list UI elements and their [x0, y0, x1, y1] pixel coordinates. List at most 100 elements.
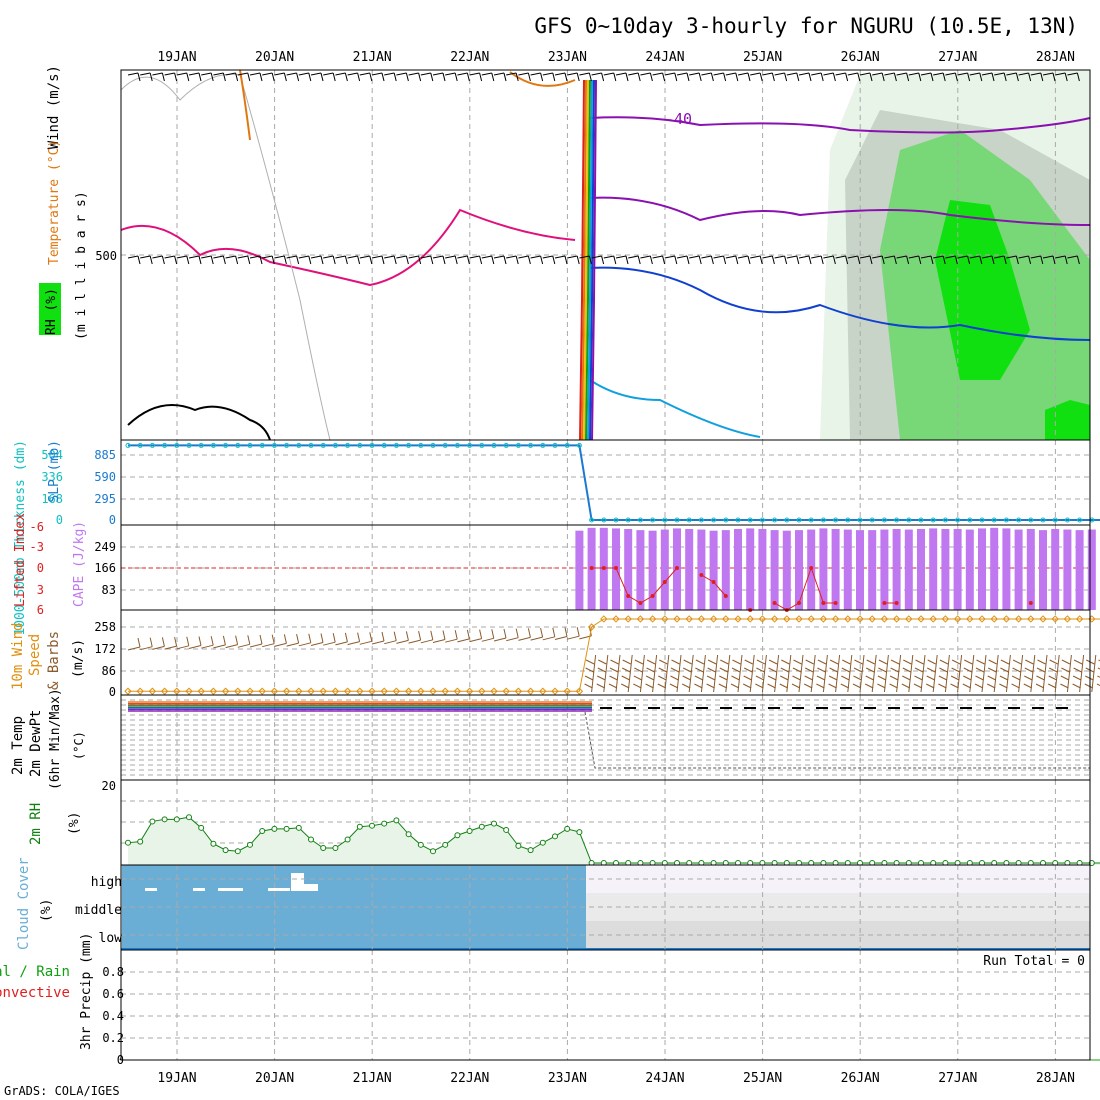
rh2m-area: [128, 817, 1100, 865]
wind-barb-flag: [720, 659, 729, 665]
wind-barb-flag: [694, 675, 704, 681]
wind-barb-flag: [1025, 659, 1034, 665]
rh2m-point: [259, 828, 266, 834]
wind-barb-flag: [1035, 683, 1045, 689]
upper-barb-flag: [991, 255, 995, 265]
day-label-top: 21JAN: [353, 50, 392, 65]
upper-barb-flag: [344, 255, 348, 265]
cape-bar: [831, 528, 840, 610]
upper-barb: [347, 72, 358, 76]
ylabel-cloud-unit: (%): [39, 899, 54, 922]
wind-barb: [408, 639, 421, 644]
upper-barb: [554, 255, 566, 259]
upper-barb: [323, 255, 334, 259]
wind-barb: [127, 646, 141, 651]
wind-barb: [481, 637, 494, 642]
wind-speed-point: [917, 615, 925, 623]
upper-barb-flag: [906, 255, 910, 265]
upper-barb: [579, 72, 590, 76]
wind-barb: [493, 637, 507, 642]
tick-label: 83: [102, 583, 116, 597]
cape-bar: [746, 528, 755, 610]
upper-barb: [859, 255, 871, 259]
upper-barb-flag: [247, 255, 251, 265]
rh2m-point: [137, 838, 144, 845]
temp-series: [128, 701, 1090, 769]
wind-barb: [737, 654, 743, 693]
upper-barb: [981, 255, 993, 259]
wind-barb-flag: [621, 675, 630, 681]
slp-point: [564, 442, 570, 448]
slp-point: [576, 442, 582, 448]
wind-barb-flag: [1000, 659, 1010, 665]
upper-barb: [237, 255, 248, 259]
upper-barb-flag: [881, 72, 885, 82]
upper-barb-flag: [967, 255, 971, 265]
slp-point: [491, 442, 497, 448]
upper-barb-flag: [771, 255, 775, 265]
rh2m-point: [161, 816, 168, 823]
ylabel-slp: SLP (mb): [47, 440, 62, 503]
temp-band: [128, 701, 592, 704]
upper-barb: [591, 72, 602, 76]
wind-barb-flag: [743, 675, 752, 681]
upper-barb: [1018, 255, 1029, 259]
rh2m-point: [503, 826, 510, 833]
upper-barb: [347, 255, 358, 259]
slp-point: [369, 442, 375, 448]
wind-barb-flag: [670, 675, 679, 681]
slp-point: [723, 517, 729, 523]
upper-barb: [225, 255, 236, 259]
tick-label: 0: [37, 561, 44, 575]
cape-bar: [953, 528, 962, 610]
upper-barb: [457, 255, 468, 259]
upper-barb-flag: [418, 72, 422, 82]
cloud-gap: [145, 888, 157, 891]
wind-barb-flag: [854, 659, 863, 665]
upper-barb: [737, 255, 749, 259]
slp-point: [857, 517, 863, 523]
upper-barb-flag: [637, 255, 641, 265]
wind-barb-flag: [974, 683, 984, 689]
wind-barb-flag: [840, 683, 850, 689]
upper-barb-flag: [137, 255, 141, 265]
upper-barb: [713, 255, 724, 259]
rh-area-bright: [935, 200, 1030, 380]
upper-air-panel: 500 -40 Wind (m/s) Temperature (°C) (m i…: [39, 65, 1091, 441]
wind-barbs: [127, 626, 1100, 693]
wind-speed-point: [770, 615, 779, 623]
wind-barb-flag: [927, 659, 936, 665]
upper-barb: [774, 72, 785, 76]
rh-legend-swatch: [39, 283, 61, 335]
temp-contour-orange: [509, 71, 576, 87]
upper-barb: [469, 255, 480, 259]
day-label-top: 19JAN: [157, 50, 196, 65]
upper-barb-flag: [259, 255, 263, 265]
wind-barb-flag: [1037, 659, 1046, 665]
upper-barb: [469, 72, 480, 76]
wind-barb-flag: [890, 667, 899, 673]
slp-point: [906, 517, 912, 523]
rh2m-point: [564, 825, 571, 832]
slp-point: [1052, 517, 1058, 523]
upper-barb: [310, 255, 322, 259]
slp-point: [650, 517, 656, 523]
wind-frame: [120, 609, 1091, 696]
cloud-block: [329, 865, 342, 950]
wind-barb: [262, 643, 275, 648]
upper-barb: [445, 72, 456, 76]
wind-barb-flag: [405, 631, 409, 641]
slp-point: [711, 517, 717, 523]
slp-point: [357, 442, 363, 448]
slp-point: [540, 442, 546, 448]
wind-barb-flag: [694, 683, 703, 689]
wind-barb: [1091, 654, 1097, 693]
cloud-block: [573, 865, 586, 950]
ylabel-rh: RH (%): [44, 288, 59, 335]
upper-barb: [945, 72, 956, 76]
wind-barb-flag: [939, 667, 948, 673]
slp-point: [1028, 517, 1034, 523]
rh2m-point: [332, 845, 339, 851]
slp-point: [381, 442, 387, 448]
upper-barb: [884, 255, 895, 259]
